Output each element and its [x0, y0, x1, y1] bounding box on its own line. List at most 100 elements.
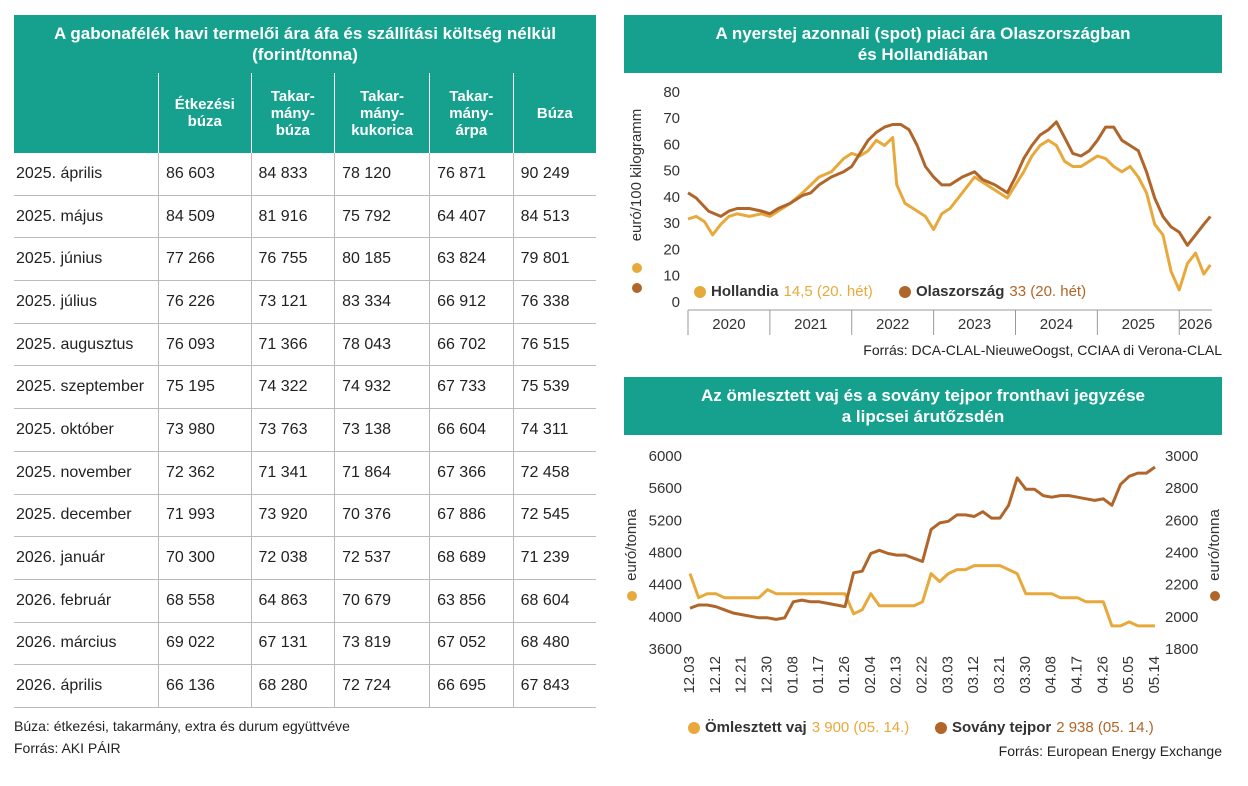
y2-tick-label: 1800 — [1165, 641, 1198, 658]
table-cell: 72 545 — [512, 494, 596, 538]
table-cell: 76 871 — [429, 153, 514, 196]
chart-title: Az ömlesztett vaj és a sovány tejpor fro… — [624, 377, 1222, 435]
table-cell: 66 702 — [429, 323, 514, 367]
table-cell: 76 755 — [250, 237, 335, 282]
header-cell: Búza — [512, 73, 596, 153]
table-cell: 72 038 — [250, 536, 335, 580]
table-cell: 75 792 — [334, 195, 430, 239]
table-cell: 84 513 — [512, 195, 596, 239]
legend-marker — [935, 722, 947, 734]
table-cell: 64 407 — [429, 195, 514, 239]
table-title: A gabonafélék havi termelői ára áfa és s… — [14, 15, 596, 73]
y-axis-label: euró/tonna — [624, 508, 640, 580]
table-cell: 75 195 — [158, 365, 252, 410]
table-cell: 66 695 — [429, 664, 514, 708]
table-row: 2025. május 84 509 81 916 75 792 64 407 84 51… — [14, 195, 596, 239]
table-cell: 71 864 — [334, 451, 430, 495]
x-tick-label: 2024 — [1040, 316, 1073, 333]
table-row: 2025. szeptember 75 195 74 322 74 932 67 733… — [14, 365, 596, 410]
x-tick-label: 01.26 — [836, 656, 853, 694]
table-row: 2025. április 86 603 84 833 78 120 76 871 90 … — [14, 153, 596, 196]
table-cell: 71 993 — [158, 494, 252, 538]
table-row: 2026. január 70 300 72 038 72 537 68 689 71 2… — [14, 536, 596, 580]
table-cell: 63 824 — [429, 237, 514, 282]
x-tick-label: 12.30 — [758, 656, 775, 694]
table-cell: 2026. március — [14, 622, 159, 666]
table-cell: 67 366 — [429, 451, 514, 495]
x-tick-label: 02.22 — [913, 656, 930, 694]
table-cell: 70 679 — [334, 579, 430, 623]
y-axis-label: euró/100 kilogramm — [628, 109, 645, 242]
header-cell: Étkezési búza — [158, 73, 252, 153]
table-row: 2025. október 73 980 73 763 73 138 66 604 74 … — [14, 408, 596, 452]
x-tick-label: 01.17 — [810, 656, 827, 694]
table-cell: 76 226 — [158, 280, 252, 324]
axis-marker — [1210, 591, 1220, 601]
chart: 3600 4000 4400 4800 5200 5600 6000 1800 2000 2200… — [624, 448, 1223, 736]
table-cell: 78 120 — [334, 153, 430, 196]
y-tick-label: 4000 — [649, 609, 682, 626]
table-cell: 86 603 — [158, 153, 252, 196]
table-cell: 66 136 — [158, 664, 252, 708]
legend-marker — [899, 286, 911, 298]
chart-title: A nyerstej azonnali (spot) piaci ára Ola… — [624, 15, 1222, 73]
table-cell: 68 689 — [429, 536, 514, 580]
table-cell: 2026. január — [14, 536, 159, 580]
table-cell: 2025. május — [14, 195, 159, 239]
x-tick-label: 02.13 — [888, 656, 905, 694]
x-tick-label: 2025 — [1122, 316, 1155, 333]
y-tick-label: 70 — [663, 110, 680, 127]
table-cell: 76 338 — [512, 280, 596, 324]
x-tick-label: 2021 — [794, 316, 827, 333]
y-tick-label: 3600 — [649, 641, 682, 658]
table-cell: 2025. szeptember — [14, 365, 159, 410]
y2-axis-label: euró/tonna — [1206, 508, 1223, 580]
table-cell: 74 322 — [250, 365, 335, 410]
legend-marker — [688, 722, 700, 734]
table-cell: 70 300 — [158, 536, 252, 580]
table-cell: 74 932 — [334, 365, 430, 410]
table-cell: 71 341 — [250, 451, 335, 495]
x-tick-label: 2023 — [958, 316, 991, 333]
table-cell: 90 249 — [512, 153, 596, 196]
table-source: Forrás: AKI PÁIR — [14, 740, 121, 756]
legend-note: 14,5 (20. hét) — [784, 283, 873, 300]
table-cell: 73 763 — [250, 408, 335, 452]
table-cell: 76 515 — [512, 323, 596, 367]
legend-label: Ömlesztett vaj — [705, 719, 807, 736]
table-cell: 68 280 — [250, 664, 335, 708]
x-tick-label: 2020 — [712, 316, 745, 333]
series-line — [687, 136, 1212, 292]
table-cell: 73 920 — [250, 494, 335, 538]
table-cell: 63 856 — [429, 579, 514, 623]
table-cell: 2025. december — [14, 494, 159, 538]
x-tick-label: 03.03 — [939, 656, 956, 694]
table-cell: 66 912 — [429, 280, 514, 324]
table-cell: 2025. április — [14, 153, 159, 196]
table-cell: 72 537 — [334, 536, 430, 580]
table-cell: 2025. augusztus — [14, 323, 159, 367]
legend-label: Sovány tejpor — [952, 719, 1051, 736]
header-cell: Takar- mány- árpa — [429, 73, 514, 153]
table-cell: 68 558 — [158, 579, 252, 623]
y-tick-label: 20 — [663, 241, 680, 258]
chart-source: Forrás: DCA-CLAL-NieuweOogst, CCIAA di V… — [863, 342, 1222, 358]
axis-marker — [632, 283, 642, 293]
legend-note: 33 (20. hét) — [1009, 283, 1086, 300]
table-cell: 72 458 — [512, 451, 596, 495]
table-cell: 2025. július — [14, 280, 159, 324]
header-cell: Takar- mány- kukorica — [334, 73, 430, 153]
table-row: 2026. február 68 558 64 863 70 679 63 856 68 … — [14, 579, 596, 623]
y-tick-label: 80 — [663, 84, 680, 101]
x-tick-label: 12.21 — [733, 656, 750, 694]
x-tick-label: 12.03 — [681, 656, 698, 694]
table-cell: 69 022 — [158, 622, 252, 666]
table-cell: 76 093 — [158, 323, 252, 367]
legend-marker — [694, 286, 706, 298]
x-tick-label: 04.26 — [1094, 656, 1111, 694]
table-cell: 2025. június — [14, 237, 159, 282]
table-cell: 80 185 — [334, 237, 430, 282]
header-row: Étkezési búza Takar- mány- búza Takar- mán… — [14, 73, 596, 153]
header-cell — [14, 73, 159, 153]
table-cell: 73 819 — [334, 622, 430, 666]
